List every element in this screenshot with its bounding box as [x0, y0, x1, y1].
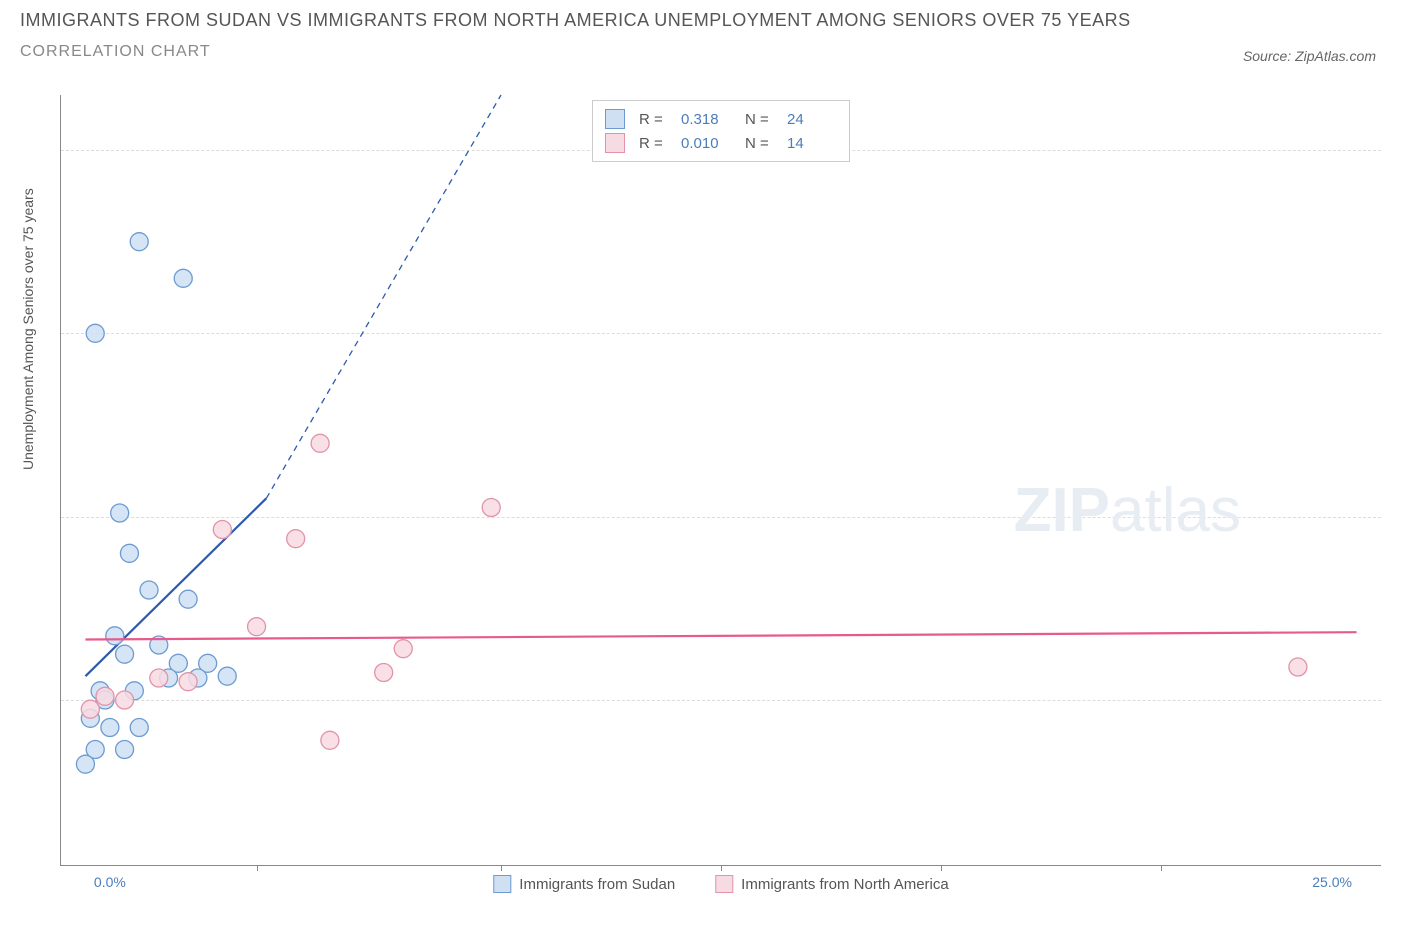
- legend-label-na: Immigrants from North America: [741, 876, 949, 893]
- n-value-na: 14: [787, 135, 837, 152]
- r-value-na: 0.010: [681, 135, 731, 152]
- n-label: N =: [745, 135, 773, 152]
- r-value-sudan: 0.318: [681, 111, 731, 128]
- n-label: N =: [745, 111, 773, 128]
- legend-series: Immigrants from Sudan Immigrants from No…: [493, 875, 948, 893]
- source-label: Source: ZipAtlas.com: [1243, 48, 1376, 64]
- legend-item-sudan: Immigrants from Sudan: [493, 875, 675, 893]
- x-tick-label: 0.0%: [94, 874, 126, 890]
- legend-stats-row-na: R = 0.010 N = 14: [605, 131, 837, 155]
- legend-swatch-sudan: [493, 875, 511, 893]
- n-value-sudan: 24: [787, 111, 837, 128]
- legend-swatch-na: [715, 875, 733, 893]
- scatter-plot: [61, 95, 1381, 865]
- y-axis-label: Unemployment Among Seniors over 75 years: [20, 188, 36, 470]
- main-title: IMMIGRANTS FROM SUDAN VS IMMIGRANTS FROM…: [20, 10, 1131, 31]
- sub-title: CORRELATION CHART: [20, 43, 1131, 61]
- chart-area: ZIPatlas R = 0.318 N = 24 R = 0.010 N = …: [60, 95, 1381, 866]
- legend-swatch-na: [605, 133, 625, 153]
- legend-swatch-sudan: [605, 109, 625, 129]
- legend-stats: R = 0.318 N = 24 R = 0.010 N = 14: [592, 100, 850, 162]
- legend-label-sudan: Immigrants from Sudan: [519, 876, 675, 893]
- legend-item-na: Immigrants from North America: [715, 875, 949, 893]
- r-label: R =: [639, 135, 667, 152]
- legend-stats-row-sudan: R = 0.318 N = 24: [605, 107, 837, 131]
- r-label: R =: [639, 111, 667, 128]
- x-tick-label: 25.0%: [1312, 874, 1352, 890]
